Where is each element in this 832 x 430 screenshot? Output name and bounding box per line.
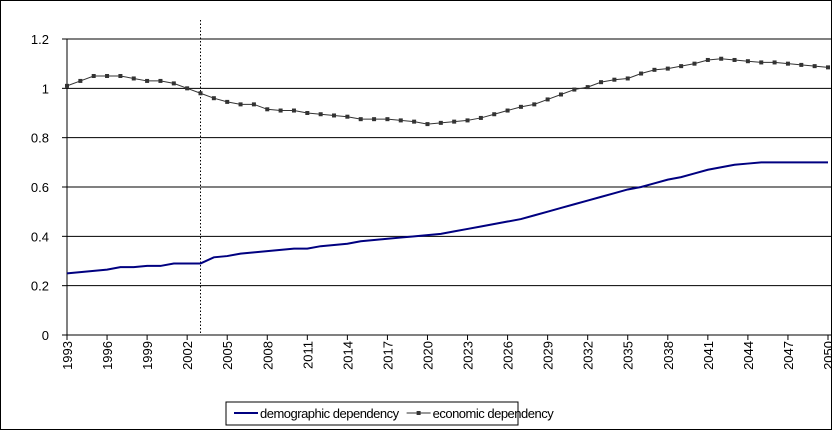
point-marker bbox=[332, 113, 337, 118]
point-marker bbox=[625, 76, 630, 81]
x-tick-label: 2017 bbox=[380, 341, 395, 370]
x-tick-label: 2026 bbox=[501, 341, 516, 370]
point-marker bbox=[438, 120, 443, 125]
point-marker bbox=[745, 59, 750, 64]
point-marker bbox=[665, 66, 670, 71]
y-tick-label: 1.2 bbox=[31, 32, 49, 47]
point-marker bbox=[639, 71, 644, 76]
point-marker bbox=[785, 61, 790, 66]
point-marker bbox=[105, 74, 110, 78]
point-marker bbox=[198, 91, 203, 96]
x-tick-label: 2023 bbox=[461, 341, 476, 370]
x-tick-label: 2050 bbox=[821, 341, 832, 370]
x-tick-label: 2002 bbox=[180, 341, 195, 370]
y-tick-label: 0 bbox=[42, 328, 49, 343]
point-marker bbox=[679, 64, 684, 69]
point-marker bbox=[585, 85, 590, 90]
x-tick-label: 2044 bbox=[741, 341, 756, 370]
x-tick-label: 2032 bbox=[581, 341, 596, 370]
point-marker bbox=[465, 118, 470, 123]
point-marker bbox=[612, 77, 617, 82]
point-marker bbox=[532, 102, 537, 107]
point-marker bbox=[345, 114, 350, 119]
point-marker bbox=[518, 104, 523, 109]
point-marker bbox=[812, 64, 817, 69]
point-marker bbox=[372, 117, 377, 122]
x-tick-label: 2029 bbox=[541, 341, 556, 370]
legend-label: demographic dependency bbox=[260, 406, 400, 421]
point-marker bbox=[425, 122, 430, 127]
x-tick-label: 2020 bbox=[420, 341, 435, 370]
y-tick-label: 0.8 bbox=[31, 131, 49, 146]
point-marker bbox=[91, 74, 96, 78]
y-tick-label: 0.4 bbox=[31, 229, 49, 244]
x-tick-label: 2047 bbox=[781, 341, 796, 370]
x-tick-label: 2014 bbox=[340, 341, 355, 370]
point-marker bbox=[65, 83, 69, 88]
point-marker bbox=[318, 112, 323, 117]
point-marker bbox=[145, 78, 150, 83]
point-marker bbox=[505, 108, 510, 113]
point-marker bbox=[492, 112, 497, 117]
point-marker bbox=[732, 57, 737, 62]
point-marker bbox=[225, 99, 230, 104]
point-marker bbox=[385, 117, 390, 122]
point-marker bbox=[572, 87, 577, 92]
legend-label: economic dependency bbox=[433, 406, 555, 421]
x-tick-label: 2038 bbox=[661, 341, 676, 370]
x-tick-label: 2041 bbox=[701, 341, 716, 370]
point-marker bbox=[826, 65, 830, 70]
point-marker bbox=[131, 76, 136, 81]
legend-marker bbox=[416, 411, 421, 415]
point-marker bbox=[211, 96, 216, 101]
point-marker bbox=[118, 74, 123, 78]
point-marker bbox=[158, 78, 163, 83]
x-tick-label: 1999 bbox=[140, 341, 155, 370]
x-tick-label: 1993 bbox=[60, 341, 75, 370]
point-marker bbox=[171, 81, 176, 86]
point-marker bbox=[412, 119, 417, 124]
point-marker bbox=[305, 111, 310, 115]
series-line bbox=[66, 58, 829, 125]
point-marker bbox=[478, 115, 483, 120]
point-marker bbox=[398, 118, 403, 123]
point-marker bbox=[705, 57, 710, 62]
point-marker bbox=[558, 92, 563, 97]
x-tick-label: 1996 bbox=[100, 341, 115, 370]
point-marker bbox=[452, 119, 457, 124]
point-marker bbox=[358, 117, 363, 122]
point-marker bbox=[291, 108, 296, 113]
x-tick-label: 2011 bbox=[300, 341, 315, 369]
point-marker bbox=[185, 86, 190, 91]
point-marker bbox=[719, 56, 724, 61]
x-tick-label: 2005 bbox=[220, 341, 235, 370]
point-marker bbox=[278, 108, 283, 113]
point-marker bbox=[652, 67, 657, 72]
legend: demographic dependency economic dependenc… bbox=[225, 401, 555, 426]
x-tick-label: 2035 bbox=[621, 341, 636, 370]
point-marker bbox=[78, 78, 83, 83]
point-marker bbox=[265, 107, 270, 112]
point-marker bbox=[772, 60, 777, 65]
y-tick-label: 0.6 bbox=[31, 180, 49, 195]
point-marker bbox=[799, 62, 804, 67]
legend-box bbox=[225, 401, 519, 426]
x-tick-label: 2008 bbox=[260, 341, 275, 370]
point-marker bbox=[251, 102, 256, 107]
y-tick-label: 1 bbox=[42, 81, 49, 96]
point-marker bbox=[599, 80, 604, 85]
y-tick-label: 0.2 bbox=[31, 279, 49, 294]
point-marker bbox=[238, 102, 243, 107]
series-line bbox=[66, 161, 828, 275]
point-marker bbox=[759, 60, 764, 65]
point-marker bbox=[692, 61, 697, 66]
point-marker bbox=[545, 97, 550, 102]
